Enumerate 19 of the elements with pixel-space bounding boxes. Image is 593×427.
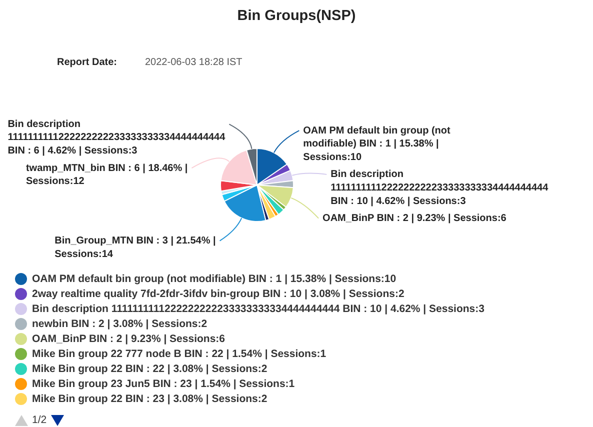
legend-label: 2way realtime quality 7fd-2fdr-3ifdv bin-group BIN : 10 | 3.08% | Sessions:2 xyxy=(32,288,404,300)
legend-label: newbin BIN : 2 | 3.08% | Sessions:2 xyxy=(32,318,208,330)
legend-label: Mike Bin group 22 BIN : 23 | 3.08% | Sessions:2 xyxy=(32,392,268,404)
data-label: Bin description 1111111111222222222233333333334444444444 BIN : 6 | 4.62% | Sessions:3 xyxy=(8,118,226,156)
legend-label: Mike Bin group 22 BIN : 22 | 3.08% | Sessions:2 xyxy=(32,362,268,374)
text: Report Date: xyxy=(57,57,118,68)
legend-label: OAM_BinP BIN : 2 | 9.23% | Sessions:6 xyxy=(32,332,225,344)
data-label: OAM PM default bin group (not modifiable) BIN : 1 | 15.38% | Sessions:10 xyxy=(303,125,452,163)
legend-label: Mike Bin group 22 777 node B BIN : 22 | 1.54% | Sessions:1 xyxy=(32,348,326,360)
legend-label: OAM PM default bin group (not modifiable) BIN : 1 | 15.38% | Sessions:10 xyxy=(32,272,396,284)
chart-title: Bin Groups(NSP) xyxy=(236,8,357,24)
data-label: Bin description 1111111111222222222233333333334444444444 BIN : 10 | 4.62% | Sessions:3 xyxy=(330,169,549,207)
legend-label: Bin description 1111111111222222222233333333334444444444 BIN : 10 | 4.62% | Sessions:3 xyxy=(32,302,484,314)
data-label: twamp_MTN_bin BIN : 6 | 18.46% | Sessions:12 xyxy=(26,162,188,188)
text: 2022-06-03 18:28 IST xyxy=(145,57,242,68)
legend-label: Mike Bin group 23 Jun5 BIN : 23 | 1.54% | Sessions:1 xyxy=(32,378,295,390)
data-label: OAM_BinP BIN : 2 | 9.23% | Sessions:6 xyxy=(322,213,507,224)
data-label: Bin_Group_MTN BIN : 3 | 21.54% | Sessions:14 xyxy=(54,236,216,260)
text: 1/2 xyxy=(32,414,47,426)
